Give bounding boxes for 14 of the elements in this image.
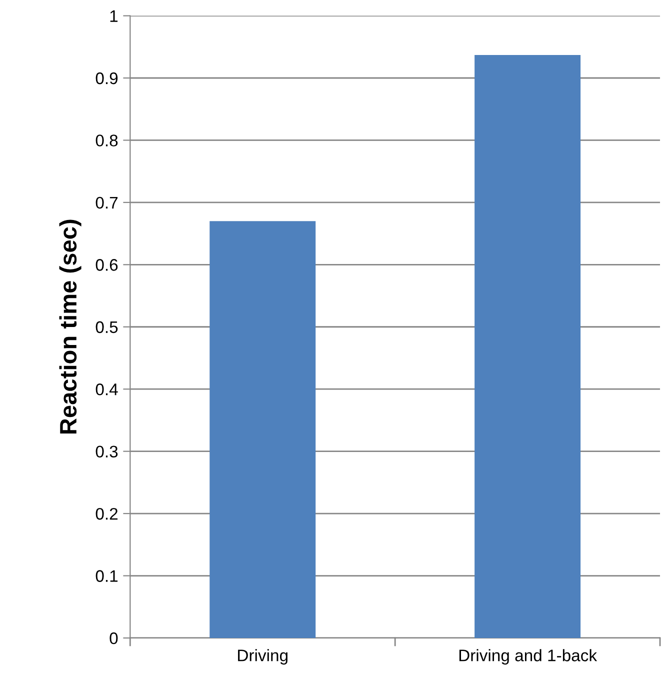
x-tick-label: Driving [238,649,288,665]
y-tick-label: 0 [110,632,118,644]
x-tick-label: Driving and 1-back [459,649,598,665]
y-tick-label: 0.4 [96,384,118,396]
y-tick-label: 0.9 [96,72,118,84]
y-tick-label: 0.7 [96,196,118,209]
y-tick-label: 0.5 [96,321,118,334]
y-tick-label: 0.3 [96,446,118,458]
y-tick-label: 1 [110,10,118,22]
y-tick-label: 0.1 [96,570,118,582]
y-tick-label: 0.8 [96,134,118,146]
y-axis-title: Reaction time (sec) [59,220,82,434]
y-tick-label: 0.2 [96,508,118,520]
y-tick-label: 0.6 [96,259,118,271]
